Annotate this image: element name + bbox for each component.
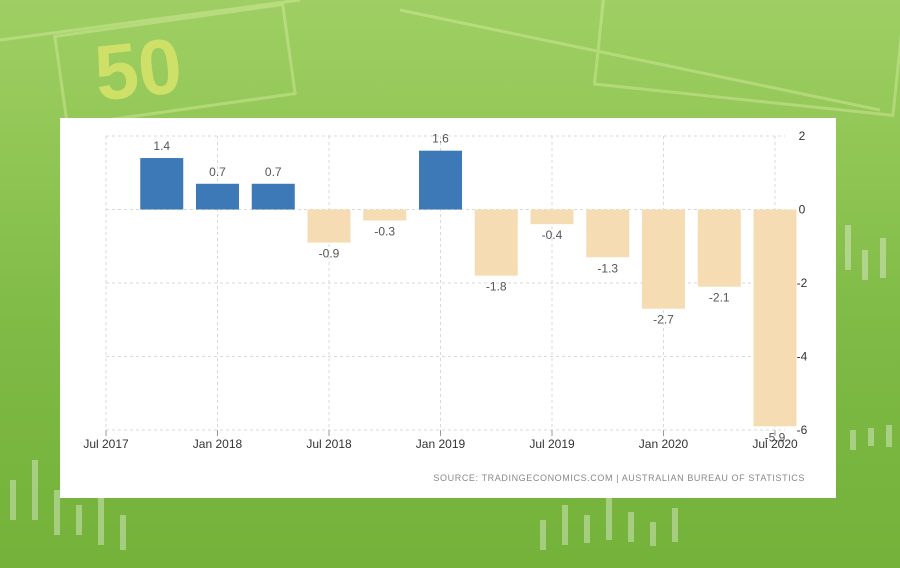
data-label: -5.9 (765, 430, 786, 444)
bar-chart: 1.4 0.7 0.7 -0.9 -0.3 1.6 -1.8 -0.4 -1.3 -2.7 -2.1… (83, 129, 808, 483)
y-axis: 2 0 -2 -4 -6 (797, 129, 808, 437)
bar (307, 209, 351, 243)
data-label: 0.7 (265, 165, 282, 179)
svg-text:50: 50 (90, 21, 185, 118)
bar (140, 158, 184, 210)
y-tick-label: -6 (797, 423, 808, 437)
x-axis: Jul 2017 Jan 2018 Jul 2018 Jan 2019 Jul 2019… (83, 430, 798, 451)
x-tick-label: Jul 2017 (83, 437, 129, 451)
y-tick-label: 2 (799, 129, 806, 143)
bar (642, 209, 685, 309)
x-tick-label: Jul 2020 (752, 437, 798, 451)
data-label: -0.9 (319, 247, 340, 261)
bar (586, 209, 630, 258)
x-tick-label: Jan 2019 (416, 437, 466, 451)
x-tick-label: Jan 2020 (639, 437, 689, 451)
chart-card: 1.4 0.7 0.7 -0.9 -0.3 1.6 -1.8 -0.4 -1.3 -2.7 -2.1… (60, 118, 836, 498)
bar (196, 183, 239, 210)
bars (140, 150, 797, 427)
data-label: 0.7 (209, 165, 226, 179)
data-label: -1.3 (597, 261, 618, 275)
data-label: -1.8 (486, 280, 507, 294)
y-tick-label: -2 (797, 276, 808, 290)
source-note: SOURCE: TRADINGECONOMICS.COM | AUSTRALIA… (433, 473, 805, 483)
bar (419, 150, 462, 210)
data-label: 1.6 (432, 132, 449, 146)
x-tick-label: Jul 2019 (529, 437, 575, 451)
x-tick-label: Jul 2018 (306, 437, 352, 451)
bar (530, 209, 574, 225)
x-tick-label: Jan 2018 (193, 437, 243, 451)
data-label: -0.3 (374, 225, 395, 239)
bar (363, 209, 407, 221)
data-label: -0.4 (542, 228, 563, 242)
data-label: -2.1 (709, 291, 730, 305)
bar (753, 209, 797, 427)
bar (697, 209, 741, 287)
data-label: 1.4 (153, 139, 170, 153)
y-tick-label: 0 (799, 203, 806, 217)
data-labels: 1.4 0.7 0.7 -0.9 -0.3 1.6 -1.8 -0.4 -1.3 -2.7 -2.1… (153, 132, 785, 445)
y-tick-label: -4 (797, 350, 808, 364)
bar (251, 183, 295, 210)
bar (474, 209, 518, 276)
data-label: -2.7 (653, 313, 674, 327)
